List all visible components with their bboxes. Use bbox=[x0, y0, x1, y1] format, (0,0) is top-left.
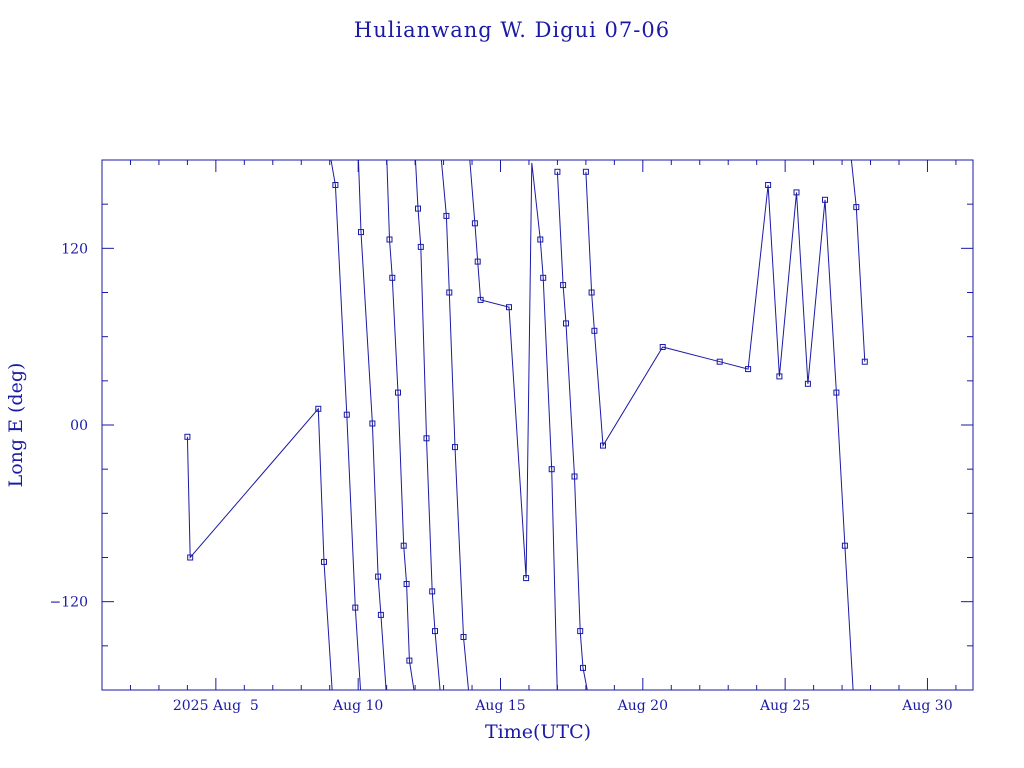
data-point bbox=[600, 442, 606, 449]
data-point bbox=[822, 196, 828, 203]
x-tick-label: 2025 Aug 5 bbox=[173, 698, 259, 714]
y-tick-label: 120 bbox=[61, 241, 88, 257]
data-point bbox=[745, 366, 752, 373]
data-point bbox=[537, 236, 544, 243]
data-point bbox=[540, 274, 547, 281]
data-point bbox=[184, 433, 191, 440]
series-line bbox=[386, 160, 415, 690]
data-point bbox=[358, 229, 364, 236]
series-line bbox=[414, 160, 441, 690]
data-point bbox=[563, 320, 569, 327]
data-point bbox=[187, 554, 194, 561]
x-axis-label: Time(UTC) bbox=[485, 721, 591, 743]
data-point bbox=[477, 296, 484, 303]
series-line bbox=[556, 171, 588, 690]
data-point bbox=[659, 344, 666, 350]
data-point bbox=[560, 282, 567, 289]
data-point bbox=[400, 542, 407, 549]
data-point bbox=[577, 628, 584, 635]
data-point bbox=[523, 575, 530, 582]
data-point bbox=[343, 411, 350, 418]
data-point bbox=[352, 604, 359, 611]
data-point bbox=[474, 258, 481, 265]
data-point bbox=[452, 444, 458, 451]
data-point bbox=[804, 380, 811, 387]
y-tick-label: 00 bbox=[70, 418, 88, 434]
data-point bbox=[853, 204, 860, 211]
data-point bbox=[332, 182, 339, 188]
data-point bbox=[403, 581, 410, 587]
x-tick-label: Aug 15 bbox=[474, 698, 525, 714]
data-point bbox=[841, 542, 848, 549]
data-point bbox=[369, 420, 376, 427]
data-point bbox=[389, 274, 396, 281]
series-line bbox=[357, 160, 387, 690]
chart-title: Hulianwang W. Digui 07-06 bbox=[354, 18, 670, 42]
data-point bbox=[375, 573, 382, 580]
series-line bbox=[850, 160, 866, 362]
data-point bbox=[861, 358, 868, 365]
data-point bbox=[506, 304, 512, 311]
data-point bbox=[429, 588, 436, 595]
y-tick-label: −120 bbox=[50, 595, 88, 611]
data-point bbox=[793, 189, 800, 196]
data-point bbox=[471, 220, 478, 227]
data-point bbox=[571, 473, 578, 480]
data-point bbox=[377, 611, 384, 618]
plot-area: 2025 Aug 5 Aug 10 Aug 15 Aug 20 Aug 25 Aug 30… bbox=[50, 159, 974, 714]
series-line bbox=[330, 160, 362, 690]
series-line bbox=[469, 160, 558, 690]
data-point bbox=[423, 435, 430, 442]
data-point bbox=[833, 389, 840, 396]
data-point bbox=[582, 168, 589, 175]
data-point bbox=[321, 558, 327, 565]
data-point bbox=[548, 466, 555, 473]
data-point bbox=[417, 243, 424, 250]
data-point bbox=[443, 212, 450, 219]
data-point bbox=[415, 205, 421, 212]
series-line bbox=[186, 407, 333, 690]
data-point bbox=[315, 405, 322, 412]
data-point bbox=[460, 634, 467, 640]
series-line bbox=[585, 171, 854, 690]
data-point bbox=[591, 327, 598, 334]
x-tick-label: Aug 10 bbox=[332, 698, 383, 714]
data-point bbox=[776, 373, 783, 380]
data-point bbox=[432, 628, 438, 635]
data-point bbox=[395, 389, 401, 396]
series-line bbox=[440, 160, 470, 690]
data-point bbox=[588, 289, 595, 296]
y-axis-label: Long E (deg) bbox=[5, 363, 27, 488]
data-point bbox=[580, 664, 586, 671]
data-point bbox=[716, 358, 723, 365]
x-tick-label: Aug 20 bbox=[617, 698, 668, 714]
data-point bbox=[386, 236, 393, 243]
data-point bbox=[765, 182, 772, 188]
x-tick-label: Aug 25 bbox=[759, 698, 810, 714]
data-point bbox=[554, 168, 561, 175]
x-tick-label: Aug 30 bbox=[901, 698, 952, 714]
data-point bbox=[446, 289, 453, 296]
data-point bbox=[406, 657, 413, 664]
